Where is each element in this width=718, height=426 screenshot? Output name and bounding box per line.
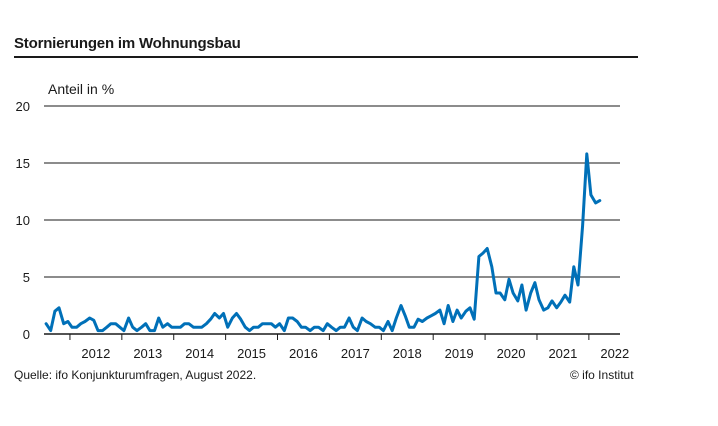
- x-tick-label: 2020: [497, 346, 526, 361]
- series-lines: [44, 152, 602, 333]
- copyright-credit: © ifo Institut: [570, 368, 634, 382]
- y-tick-label: 5: [23, 270, 30, 285]
- y-axis-label: Anteil in %: [48, 81, 115, 97]
- y-tick-label: 15: [16, 156, 30, 171]
- x-tick-label: 2013: [133, 346, 162, 361]
- x-tick-label: 2019: [445, 346, 474, 361]
- x-tick-label: 2021: [548, 346, 577, 361]
- y-tick-label: 20: [16, 99, 30, 114]
- chart-title: Stornierungen im Wohnungsbau: [14, 35, 241, 52]
- x-tick-label: 2017: [341, 346, 370, 361]
- y-tick-label: 10: [16, 213, 30, 228]
- x-tick-label: 2016: [289, 346, 318, 361]
- grid-lines: [44, 105, 620, 335]
- x-tick-label: 2012: [81, 346, 110, 361]
- series-line-0: [44, 152, 602, 333]
- y-tick-labels: 0 5 10 15 20: [16, 99, 30, 342]
- x-tick-label: 2015: [237, 346, 266, 361]
- x-tick-label: 2018: [393, 346, 422, 361]
- x-axis: 2012 2013 2014 2015 2016 2017 2018 2019 2020 2021…: [69, 334, 629, 361]
- x-tick-label: 2014: [185, 346, 214, 361]
- source-note: Quelle: ifo Konjunkturumfragen, August 2…: [14, 368, 257, 382]
- title-divider: [14, 56, 638, 58]
- x-tick-label: 2022: [600, 346, 629, 361]
- y-tick-label: 0: [23, 327, 30, 342]
